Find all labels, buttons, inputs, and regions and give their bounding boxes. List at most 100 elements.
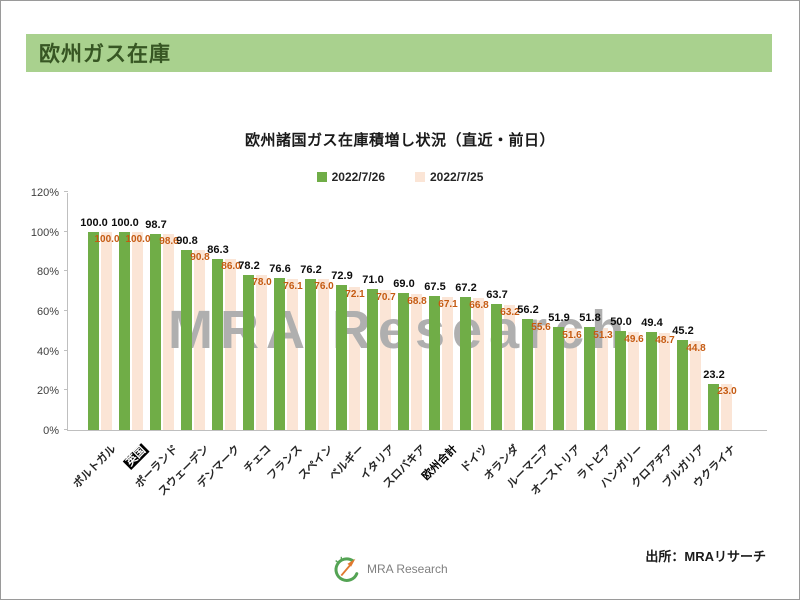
bar-group-1: 100.0 100.0 [80,193,120,430]
value-label-previous: 67.1 [438,298,458,310]
value-label-previous: 48.7 [655,335,675,347]
legend-label-previous: 2022/7/25 [430,170,484,184]
bar-previous [194,249,205,430]
bar-current [429,296,440,430]
bar-group-13: 67.2 66.8 [455,193,489,430]
y-axis-tick-mark [64,270,68,272]
bar-group-2: 100.0 100.0 [111,193,151,430]
y-axis-tick-label: 80% [36,266,59,279]
value-label-previous: 66.8 [469,299,489,311]
page-title: 欧州ガス在庫 [39,43,171,66]
bar-previous [442,296,453,430]
y-axis-tick-label: 100% [30,226,59,239]
chart-legend: 2022/7/26 2022/7/25 [1,170,799,184]
value-label-previous: 49.6 [624,333,644,345]
value-label-current: 90.8 [176,234,198,247]
bar-group-21: 23.2 23.0 [703,193,737,430]
value-label-current: 100.0 [80,216,108,229]
bar-previous [256,275,267,430]
value-label-previous: 100.0 [94,233,120,245]
bar-previous [473,297,484,430]
value-label-current: 98.7 [145,219,167,232]
bar-current [708,384,719,430]
mra-logo-icon [334,556,359,582]
bar-previous [721,384,732,430]
bar-previous [535,319,546,430]
value-label-current: 76.2 [300,263,322,276]
bar-group-10: 71.0 70.7 [362,193,396,430]
value-label-previous: 51.6 [562,329,582,341]
bar-current [181,249,192,430]
bar-group-11: 69.0 68.8 [393,193,427,430]
page-header: 欧州ガス在庫 [26,34,772,72]
bar-group-3: 98.7 98.6 [145,193,179,430]
legend-item-previous: 2022/7/25 [415,170,483,184]
plot-area: MRA Research 0% 20% 40% 60% 80% 100% 120% 100.0… [31,187,767,498]
value-label-previous: 76.1 [283,281,303,293]
chart-title: 欧州諸国ガス在庫積増し状況（直近・前日） [244,132,555,149]
value-label-previous: 78.0 [252,277,272,289]
legend-swatch-peach [415,172,425,182]
value-label-previous: 63.2 [500,306,520,318]
value-label-current: 23.2 [703,369,725,381]
bar-previous [597,328,608,430]
value-label-previous: 55.6 [531,321,551,333]
bar-group-16: 51.9 51.6 [548,193,582,430]
y-axis-tick-label: 120% [30,187,59,199]
bar-group-20: 45.2 44.8 [672,193,706,430]
value-label-previous: 23.0 [717,386,737,398]
bar-current [615,330,626,430]
bar-previous [504,304,515,430]
logo-text: MRA Research [367,562,448,576]
y-axis-tick-mark [64,310,68,311]
value-label-current: 49.4 [641,317,663,330]
bar-previous [101,231,112,430]
value-label-current: 69.0 [393,278,415,291]
y-axis-tick-mark [64,349,68,351]
bar-group-6: 78.2 78.0 [238,193,272,430]
bar-group-5: 86.3 86.0 [207,193,241,430]
source-note: 出所：MRAリサーチ [645,549,766,564]
bar-current [584,327,595,430]
bar-group-18: 50.0 49.6 [610,193,644,430]
bar-previous [566,327,577,430]
y-axis-tick-label: 0% [43,425,59,437]
value-label-previous: 72.1 [345,289,365,301]
value-label-current: 86.3 [207,243,229,256]
value-label-current: 51.8 [579,312,601,325]
value-label-current: 50.0 [610,315,632,328]
bar-previous [163,234,174,430]
bar-group-8: 76.2 76.0 [300,193,334,430]
legend-swatch-green [316,172,327,182]
bar-current [677,340,688,430]
bar-previous [225,259,236,430]
bar-group-15: 56.2 55.6 [517,193,551,430]
bar-current [460,296,471,430]
value-label-current: 100.0 [111,216,139,229]
bar-previous [659,333,670,430]
value-label-current: 56.2 [517,303,539,316]
bar-group-17: 51.8 51.3 [579,193,613,430]
bar-group-4: 90.8 90.8 [176,193,210,430]
value-label-current: 67.2 [455,281,477,294]
legend-item-current: 2022/7/26 [316,170,385,184]
bar-previous [132,231,143,430]
bar-current [119,231,130,430]
value-label-current: 71.0 [362,274,384,287]
bar-previous [628,331,639,430]
y-axis-tick-mark [64,389,68,391]
value-label-previous: 70.7 [376,291,396,303]
bar-group-12: 67.5 67.1 [424,193,458,430]
y-axis-tick-label: 60% [36,306,59,318]
value-label-previous: 90.8 [190,251,210,263]
footer-logo: MRA Research [331,554,448,584]
value-label-current: 51.9 [548,312,570,325]
value-label-previous: 51.3 [593,330,613,342]
bar-previous [411,293,422,430]
bar-group-9: 72.9 72.1 [331,193,365,430]
bar-previous [690,341,701,430]
bar-group-14: 63.7 63.2 [486,193,520,430]
value-label-previous: 44.8 [686,343,706,355]
bar-current [491,303,502,430]
